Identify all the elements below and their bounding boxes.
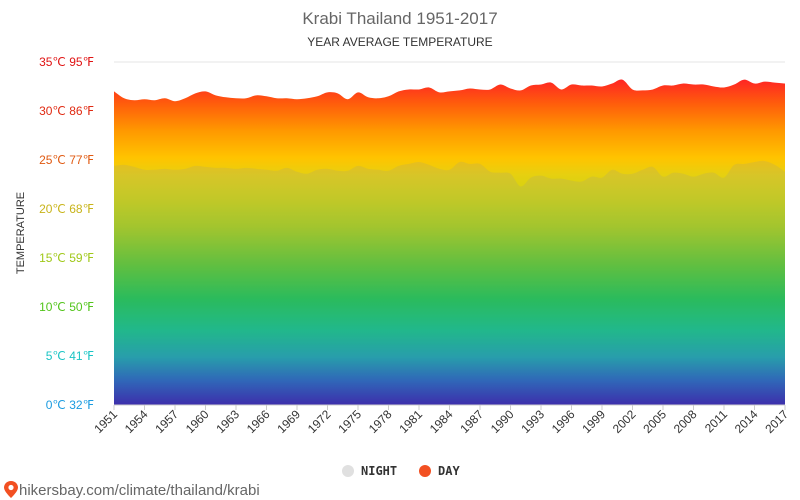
x-tick-label-1966: 1966 — [244, 407, 273, 436]
legend-day-swatch — [419, 465, 431, 477]
x-tick-label-1957: 1957 — [152, 407, 181, 436]
legend: NIGHT DAY — [342, 464, 460, 478]
y-tick-label-0: 0℃ 32℉ — [46, 398, 94, 412]
x-tick-label-1954: 1954 — [122, 407, 151, 436]
x-tick-label-1975: 1975 — [335, 407, 364, 436]
x-tick-label-2005: 2005 — [640, 407, 669, 436]
y-tick-label-15: 15℃ 59℉ — [39, 251, 94, 265]
x-tick-label-1987: 1987 — [457, 407, 486, 436]
plot-areas — [114, 79, 785, 406]
x-tick-label-1999: 1999 — [579, 407, 608, 436]
x-tick-label-1990: 1990 — [488, 407, 517, 436]
chart-subtitle: YEAR AVERAGE TEMPERATURE — [307, 35, 492, 49]
y-axis-label: TEMPERATURE — [15, 192, 27, 274]
footer: hikersbay.com/climate/thailand/krabi — [4, 481, 260, 499]
x-tick-label-2008: 2008 — [671, 407, 700, 436]
y-tick-label-25: 25℃ 77℉ — [39, 153, 94, 167]
footer-link[interactable]: hikersbay.com/climate/thailand/krabi — [19, 482, 260, 499]
location-pin-icon — [4, 481, 18, 498]
series-area-day — [114, 79, 785, 406]
y-tick-label-35: 35℃ 95℉ — [39, 55, 94, 69]
x-tick-label-1963: 1963 — [213, 407, 242, 436]
x-tick-label-2017: 2017 — [762, 407, 791, 436]
x-tick-label-1978: 1978 — [366, 407, 395, 436]
legend-item-night[interactable]: NIGHT — [342, 464, 397, 478]
x-tick-label-1960: 1960 — [183, 407, 212, 436]
y-tick-label-30: 30℃ 86℉ — [39, 104, 94, 118]
legend-night-swatch — [342, 465, 354, 477]
x-axis-ticks: 1951 1954 1957 1960 1963 1966 1969 1972 1975 1978… — [91, 407, 791, 436]
x-tick-label-1951: 1951 — [91, 407, 120, 436]
y-tick-label-20: 20℃ 68℉ — [39, 202, 94, 216]
x-tick-label-1996: 1996 — [549, 407, 578, 436]
y-tick-label-5: 5℃ 41℉ — [46, 349, 94, 363]
y-tick-label-10: 10℃ 50℉ — [39, 300, 94, 314]
x-tick-label-2014: 2014 — [732, 407, 761, 436]
legend-night-label: NIGHT — [361, 464, 397, 478]
x-tick-label-1993: 1993 — [518, 407, 547, 436]
x-tick-label-1984: 1984 — [427, 407, 456, 436]
x-tick-label-1981: 1981 — [396, 407, 425, 436]
x-tick-label-2002: 2002 — [610, 407, 639, 436]
x-tick-label-1972: 1972 — [305, 407, 334, 436]
x-tick-label-1969: 1969 — [274, 407, 303, 436]
chart-title: Krabi Thailand 1951-2017 — [302, 9, 497, 28]
legend-item-day[interactable]: DAY — [419, 464, 460, 478]
x-tick-label-2011: 2011 — [702, 407, 730, 435]
series-area-night — [114, 160, 785, 405]
y-axis-ticks: 0℃ 32℉ 5℃ 41℉ 10℃ 50℉ 15℃ 59℉ 20℃ 68℉ 25℃ 77℉… — [39, 55, 94, 412]
legend-day-label: DAY — [438, 464, 460, 478]
